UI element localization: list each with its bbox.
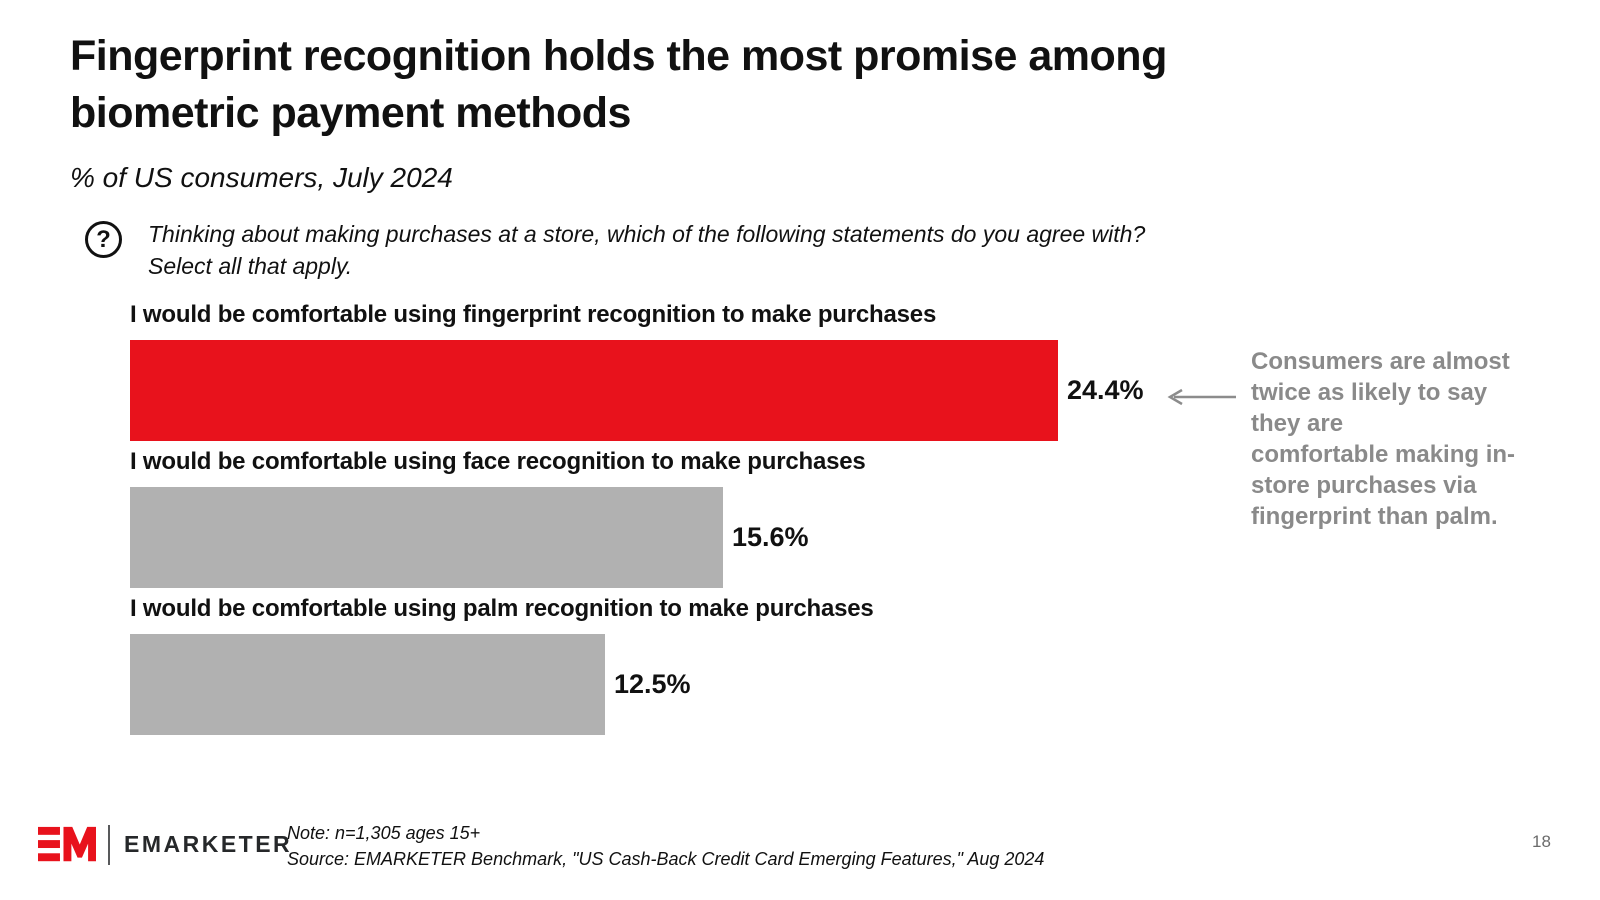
bar-group-palm: I would be comfortable using palm recogn… — [130, 594, 1230, 735]
emarketer-logo: EMARKETER — [38, 824, 292, 865]
left-arrow-icon — [1167, 388, 1236, 406]
bar-value-label: 24.4% — [1067, 375, 1144, 405]
bar-row: 24.4% — [130, 340, 1230, 441]
question-mark-circle-icon: ? — [85, 221, 122, 258]
bar-fingerprint — [130, 340, 1058, 441]
page-subtitle: % of US consumers, July 2024 — [70, 162, 453, 193]
bar-chart: I would be comfortable using fingerprint… — [130, 300, 1230, 741]
source-text: Source: EMARKETER Benchmark, "US Cash-Ba… — [287, 849, 1045, 869]
footer-notes: Note: n=1,305 ages 15+ Source: EMARKETER… — [287, 820, 1044, 872]
bar-group-face: I would be comfortable using face recogn… — [130, 447, 1230, 588]
bar-value-label: 12.5% — [614, 669, 691, 699]
bar-palm — [130, 634, 605, 735]
bar-category-label: I would be comfortable using face recogn… — [130, 448, 866, 475]
survey-question-text: Thinking about making purchases at a sto… — [148, 221, 1146, 279]
note-text: Note: n=1,305 ages 15+ — [287, 823, 481, 843]
bar-category-label: I would be comfortable using fingerprint… — [130, 301, 937, 328]
page-title: Fingerprint recognition holds the most p… — [70, 32, 1167, 137]
bar-value-label: 15.6% — [732, 522, 809, 552]
bar-category-label: I would be comfortable using palm recogn… — [130, 595, 874, 622]
emarketer-monogram-icon — [38, 826, 96, 862]
survey-question: ? Thinking about making purchases at a s… — [85, 218, 1145, 282]
emarketer-wordmark: EMARKETER — [124, 831, 293, 857]
bar-group-fingerprint: I would be comfortable using fingerprint… — [130, 300, 1230, 441]
bar-face — [130, 487, 723, 588]
bar-row: 15.6% — [130, 487, 1230, 588]
logo-divider — [108, 824, 110, 865]
page-number: 18 — [1532, 832, 1551, 851]
bar-row: 12.5% — [130, 634, 1230, 735]
callout-annotation: Consumers are almost twice as likely to … — [1251, 348, 1516, 530]
